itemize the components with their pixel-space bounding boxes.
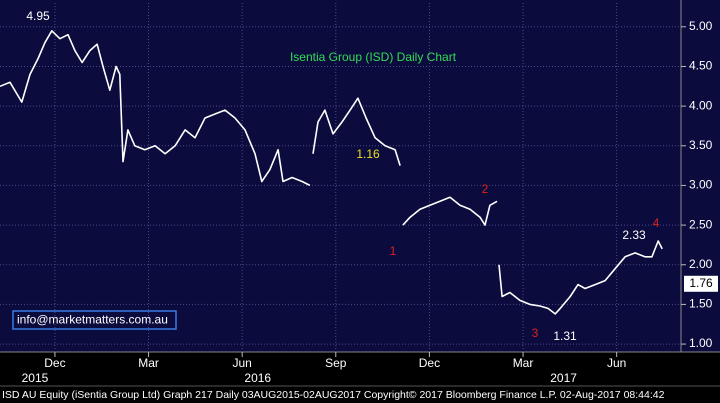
plot-area: [0, 0, 680, 352]
x-tick-label: Dec: [44, 356, 65, 370]
last-price-box: [684, 275, 718, 292]
annotation: 1.31: [553, 329, 577, 343]
footer-bar: [0, 386, 720, 403]
x-tick-label: Jun: [232, 356, 251, 370]
annotation: 1.16: [356, 147, 380, 161]
annotation: 3: [532, 326, 539, 340]
contact-box: [12, 310, 177, 330]
y-tick-label: 2.50: [689, 217, 713, 231]
y-tick-label: 2.00: [689, 257, 713, 271]
x-tick-label: Sep: [325, 356, 347, 370]
y-tick-label: 5.00: [689, 19, 713, 33]
y-tick-label: 1.50: [689, 297, 713, 311]
y-tick-label: 1.00: [689, 336, 713, 350]
x-tick-label: Mar: [138, 356, 159, 370]
x-tick-label: Jun: [607, 356, 626, 370]
year-label: 2017: [550, 371, 577, 385]
y-tick-label: 3.00: [689, 178, 713, 192]
last-price-label: 1.76: [689, 276, 713, 290]
y-tick-label: 4.00: [689, 98, 713, 112]
x-tick-label: Mar: [513, 356, 534, 370]
year-label: 2016: [244, 371, 271, 385]
y-tick-label: 4.50: [689, 59, 713, 73]
y-tick-label: 3.50: [689, 138, 713, 152]
axis-area: [680, 0, 720, 352]
annotation: 4.95: [26, 9, 50, 23]
chart-title: Isentia Group (ISD) Daily Chart: [290, 50, 457, 64]
contact-text: info@marketmatters.com.au: [17, 313, 168, 327]
annotation: 1: [390, 244, 397, 258]
year-label: 2015: [22, 371, 49, 385]
x-tick-label: Dec: [419, 356, 440, 370]
footer-text: ISD AU Equity (iSentia Group Ltd) Graph …: [2, 389, 665, 401]
annotation: 2.33: [622, 228, 646, 242]
annotation: 2: [482, 182, 489, 196]
annotation: 4: [653, 216, 660, 230]
